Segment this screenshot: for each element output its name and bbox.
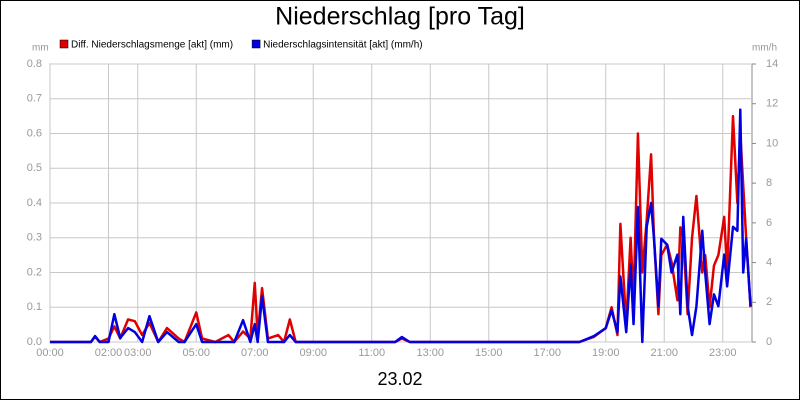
y-axis-label: mm xyxy=(32,43,49,54)
y-tick-label: 0.2 xyxy=(27,266,42,278)
y-tick-label: 0.0 xyxy=(27,336,42,348)
y-tick-label: 0.4 xyxy=(27,197,42,209)
x-tick-label: 19:00 xyxy=(592,347,620,359)
legend-label: Niederschlagsintensität [akt] (mm/h) xyxy=(263,40,423,51)
y-tick-label: 0.6 xyxy=(27,127,42,139)
legend-swatch xyxy=(251,39,261,49)
y2-axis-label: mm/h xyxy=(752,43,777,54)
y2-tick-label: 10 xyxy=(766,137,778,149)
x-tick-label: 02:00 xyxy=(95,347,123,359)
y2-tick-label: 8 xyxy=(766,177,772,189)
y2-tick-label: 4 xyxy=(766,256,772,268)
x-tick-label: 13:00 xyxy=(416,347,444,359)
y2-tick-label: 12 xyxy=(766,98,778,110)
x-tick-label: 17:00 xyxy=(533,347,561,359)
x-tick-label: 03:00 xyxy=(124,347,152,359)
y-tick-label: 0.5 xyxy=(27,162,42,174)
x-tick-label: 21:00 xyxy=(650,347,678,359)
chart-title: Niederschlag [pro Tag] xyxy=(275,3,525,31)
y-tick-label: 0.3 xyxy=(27,232,42,244)
y-tick-label: 0.7 xyxy=(27,93,42,105)
y2-tick-label: 0 xyxy=(766,336,772,348)
y2-tick-label: 14 xyxy=(766,58,778,70)
data-line xyxy=(50,108,752,344)
x-axis-label: 23.02 xyxy=(377,369,422,389)
y-tick-label: 0.8 xyxy=(27,58,42,70)
legend-swatch xyxy=(59,39,69,49)
x-tick-label: 11:00 xyxy=(358,347,385,359)
y2-tick-label: 6 xyxy=(766,217,772,229)
x-tick-label: 00:00 xyxy=(36,347,64,359)
x-tick-label: 23:00 xyxy=(709,347,737,359)
x-tick-label: 07:00 xyxy=(241,347,269,359)
y2-tick-label: 2 xyxy=(766,296,772,308)
x-tick-label: 05:00 xyxy=(182,347,210,359)
x-tick-label: 09:00 xyxy=(299,347,327,359)
x-tick-label: 15:00 xyxy=(475,347,503,359)
legend-label: Diff. Niederschlagsmenge [akt] (mm) xyxy=(71,40,233,51)
y-tick-label: 0.1 xyxy=(27,301,42,313)
